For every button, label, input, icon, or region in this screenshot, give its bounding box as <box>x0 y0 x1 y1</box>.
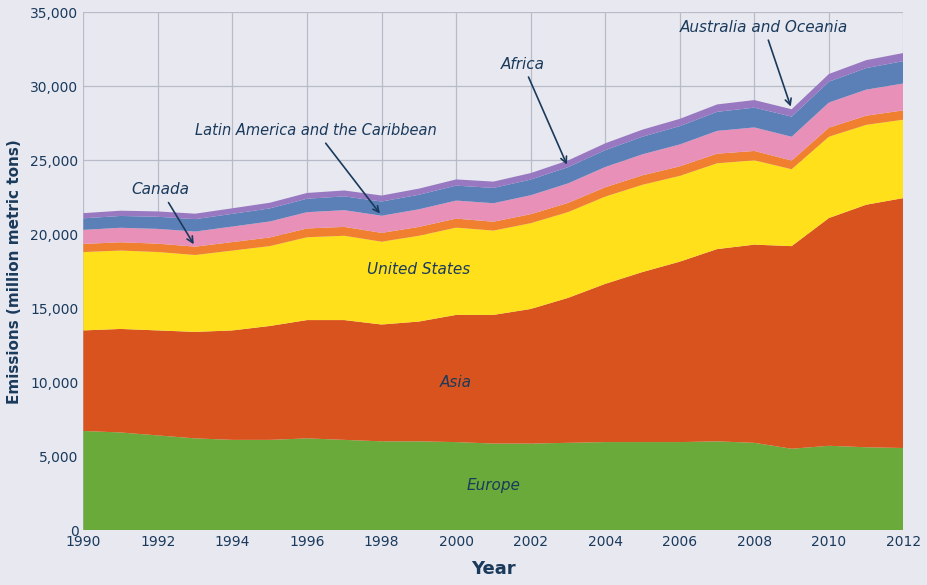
Text: Europe: Europe <box>466 478 520 493</box>
Text: Australia and Oceania: Australia and Oceania <box>679 20 847 105</box>
Y-axis label: Emissions (million metric tons): Emissions (million metric tons) <box>6 139 22 404</box>
Text: Canada: Canada <box>132 183 193 243</box>
Text: Asia: Asia <box>439 374 472 390</box>
Text: United States: United States <box>367 262 470 277</box>
X-axis label: Year: Year <box>471 560 515 578</box>
Text: Africa: Africa <box>501 57 565 163</box>
Text: Latin America and the Caribbean: Latin America and the Caribbean <box>195 123 437 212</box>
